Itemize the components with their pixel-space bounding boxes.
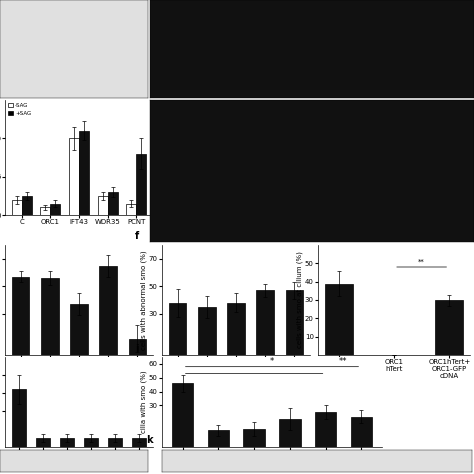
Bar (436, 300, 463, 355)
Bar (22, 196, 32, 215)
Bar (256, 291, 274, 355)
Bar (351, 417, 372, 447)
Text: **: ** (418, 259, 425, 265)
Bar (50, 203, 60, 215)
Bar (12, 200, 22, 215)
Bar (132, 438, 146, 447)
Bar (12, 277, 29, 355)
Bar (169, 303, 186, 355)
Bar (79, 131, 89, 215)
Bar (198, 307, 216, 355)
Bar (126, 203, 136, 215)
Text: k: k (146, 436, 153, 446)
Text: **: ** (339, 357, 347, 366)
Bar (286, 291, 303, 355)
Legend: -SAG, +SAG: -SAG, +SAG (8, 103, 31, 116)
Bar (70, 304, 88, 355)
Bar (172, 383, 193, 447)
Y-axis label: cilia with smo (%): cilia with smo (%) (141, 371, 147, 433)
Bar (41, 278, 58, 355)
Text: i: i (136, 345, 139, 355)
Bar (60, 438, 74, 447)
Bar (108, 192, 118, 215)
Bar (84, 438, 98, 447)
Bar (100, 265, 117, 355)
Bar (325, 283, 353, 355)
Text: g: g (291, 231, 298, 241)
Bar (98, 196, 108, 215)
Bar (108, 438, 122, 447)
Y-axis label: cells with abnormal smo (%): cells with abnormal smo (%) (141, 250, 147, 350)
Bar (36, 438, 50, 447)
Bar (12, 390, 26, 447)
Text: *: * (270, 357, 274, 366)
Bar (315, 412, 336, 447)
Bar (69, 138, 79, 215)
Bar (136, 154, 146, 215)
Text: f: f (136, 231, 140, 241)
Bar (279, 419, 301, 447)
Bar (244, 429, 265, 447)
Bar (129, 338, 146, 355)
Bar (40, 207, 50, 215)
Bar (208, 430, 229, 447)
Y-axis label: cells with smo at cilium (%): cells with smo at cilium (%) (297, 252, 303, 348)
Bar (227, 303, 245, 355)
